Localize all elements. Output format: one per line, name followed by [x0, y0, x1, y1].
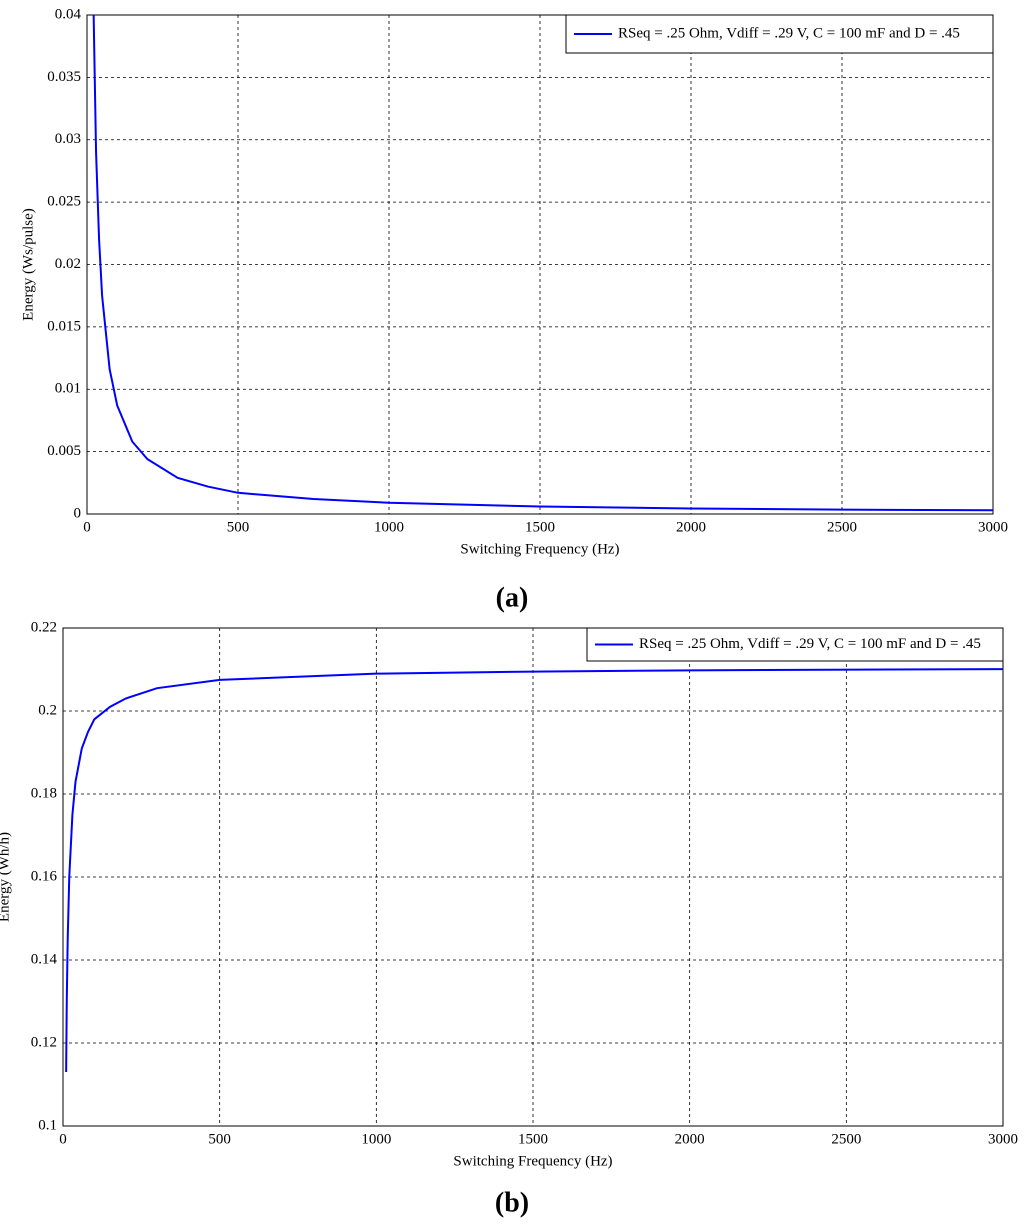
x-tick-label: 2500	[827, 519, 857, 535]
y-tick-label: 0.16	[31, 868, 58, 884]
y-tick-label: 0.1	[38, 1117, 57, 1133]
y-tick-label: 0.14	[31, 951, 58, 967]
y-tick-label: 0.025	[47, 194, 81, 210]
plot-frame	[62, 627, 1004, 1127]
data-line	[65, 668, 1003, 1073]
legend-label: RSeq = .25 Ohm, Vdiff = .29 V, C = 100 m…	[639, 636, 981, 652]
y-tick-label: 0.02	[55, 256, 81, 272]
x-tick-label: 3000	[978, 519, 1008, 535]
y-tick-label: 0.015	[47, 318, 81, 334]
y-tick-label: 0.035	[47, 69, 81, 85]
y-tick-label: 0.18	[31, 785, 57, 801]
x-tick-label: 1500	[525, 519, 555, 535]
legend-box	[565, 14, 994, 54]
legend-label: RSeq = .25 Ohm, Vdiff = .29 V, C = 100 m…	[618, 25, 960, 41]
plot-frame	[86, 14, 994, 515]
x-tick-label: 1000	[361, 1131, 391, 1147]
x-axis-label: Switching Frequency (Hz)	[460, 541, 619, 557]
x-tick-label: 2000	[675, 1131, 705, 1147]
x-tick-label: 500	[208, 1131, 231, 1147]
y-axis-label: Energy (Wh/h)	[0, 832, 12, 922]
y-tick-label: 0	[74, 505, 82, 521]
x-tick-label: 500	[227, 519, 250, 535]
x-axis-label: Switching Frequency (Hz)	[453, 1153, 612, 1169]
x-tick-label: 0	[83, 519, 91, 535]
x-tick-label: 2000	[676, 519, 706, 535]
x-tick-label: 2500	[831, 1131, 861, 1147]
x-tick-label: 1500	[518, 1131, 548, 1147]
y-axis-label: Energy (Ws/pulse)	[20, 208, 36, 321]
y-tick-label: 0.22	[31, 619, 57, 635]
y-tick-label: 0.12	[31, 1034, 57, 1050]
y-tick-label: 0.04	[55, 6, 82, 22]
y-tick-label: 0.03	[55, 131, 81, 147]
y-tick-label: 0.005	[47, 443, 81, 459]
x-tick-label: 1000	[374, 519, 404, 535]
caption: (a)	[496, 582, 529, 613]
x-tick-label: 0	[59, 1131, 67, 1147]
x-tick-label: 3000	[988, 1131, 1018, 1147]
y-tick-label: 0.01	[55, 381, 81, 397]
caption: (b)	[495, 1187, 529, 1218]
legend-box	[586, 627, 1004, 662]
y-tick-label: 0.2	[38, 702, 57, 718]
data-line	[92, 15, 993, 512]
